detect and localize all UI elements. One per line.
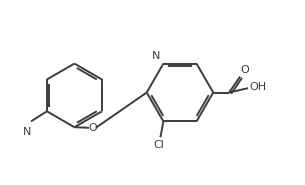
Text: Cl: Cl [154,139,164,149]
Text: N: N [152,51,160,61]
Text: O: O [241,65,249,75]
Text: O: O [88,123,97,133]
Text: N: N [23,127,31,137]
Text: OH: OH [249,82,267,92]
